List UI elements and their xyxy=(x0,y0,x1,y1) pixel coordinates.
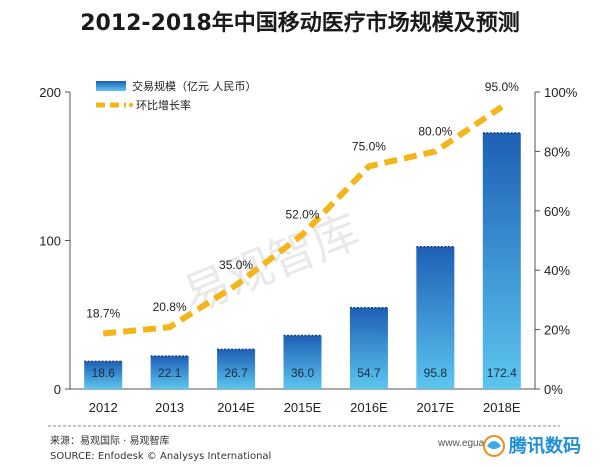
growth-value-label: 35.0% xyxy=(219,258,253,272)
x-tick-label: 2014E xyxy=(217,400,255,415)
right-tick-label: 20% xyxy=(544,323,570,338)
chart-title: 2012-2018年中国移动医疗市场规模及预测 xyxy=(80,10,520,36)
x-tick-label: 2018E xyxy=(483,400,521,415)
x-tick-label: 2016E xyxy=(350,400,388,415)
source-line-en: SOURCE: Enfodesk © Analysys Internationa… xyxy=(50,451,271,462)
bar-2013 xyxy=(150,356,189,389)
bar-value-label: 26.7 xyxy=(224,366,248,380)
x-tick-label: 2013 xyxy=(155,400,184,415)
growth-value-label: 18.7% xyxy=(86,306,120,320)
bar-2015E xyxy=(283,335,322,389)
bar-2014E xyxy=(217,349,256,389)
legend-line-dot xyxy=(128,102,134,108)
left-tick-label: 0 xyxy=(54,382,61,397)
bar-2016E xyxy=(349,307,388,389)
growth-value-labels: 18.7% 20.8% 35.0% 52.0% 75.0% 80.0% 95.0% xyxy=(86,80,519,321)
bar-value-label: 18.6 xyxy=(92,366,116,380)
x-tick-label: 2015E xyxy=(284,400,322,415)
right-axis-ticks: 0% 20% 40% 60% 80% 100% xyxy=(535,85,578,397)
x-tick-label: 2017E xyxy=(417,400,455,415)
legend-bar-swatch xyxy=(96,81,126,91)
right-tick-label: 100% xyxy=(544,85,578,100)
bar-value-label: 95.8 xyxy=(424,366,448,380)
growth-value-label: 75.0% xyxy=(352,139,386,153)
right-tick-label: 0% xyxy=(544,382,563,397)
source-line-cn: 来源：易观国际 · 易观智库 xyxy=(50,434,170,447)
brand-logo-text: 腾讯数码 xyxy=(509,435,581,457)
growth-value-label: 95.0% xyxy=(485,80,519,94)
x-tick-label: 2012 xyxy=(89,400,118,415)
left-tick-label: 100 xyxy=(39,234,61,249)
bar-value-label: 22.1 xyxy=(158,366,182,380)
bar-value-label: 54.7 xyxy=(357,366,381,380)
logo-swirl-icon xyxy=(487,441,501,449)
x-axis-labels: 2012 2013 2014E 2015E 2016E 2017E 2018E xyxy=(89,400,521,415)
bar-series xyxy=(84,132,521,389)
bar-value-labels: 18.6 22.1 26.7 36.0 54.7 95.8 172.4 xyxy=(92,366,518,380)
bar-value-label: 36.0 xyxy=(291,366,315,380)
growth-value-label: 20.8% xyxy=(153,300,187,314)
left-axis-ticks: 0 100 200 xyxy=(39,85,70,397)
bar-2018E xyxy=(482,132,521,389)
bar-value-label: 172.4 xyxy=(487,366,517,380)
legend-line-label: 环比增长率 xyxy=(136,98,191,112)
bar-2012 xyxy=(84,361,123,389)
legend-bar-label: 交易规模（亿元 人民币） xyxy=(132,79,257,93)
growth-value-label: 80.0% xyxy=(418,124,452,138)
legend: 交易规模（亿元 人民币） 环比增长率 xyxy=(96,79,257,112)
bar-2017E xyxy=(416,246,455,389)
right-tick-label: 80% xyxy=(544,144,570,159)
brand-logo: 腾讯数码 xyxy=(483,435,581,457)
right-tick-label: 60% xyxy=(544,204,570,219)
growth-value-label: 52.0% xyxy=(285,208,319,222)
site-url: www.eguan.cn xyxy=(437,438,503,449)
left-tick-label: 200 xyxy=(39,85,61,100)
right-tick-label: 40% xyxy=(544,263,570,278)
growth-line-series xyxy=(102,104,504,337)
